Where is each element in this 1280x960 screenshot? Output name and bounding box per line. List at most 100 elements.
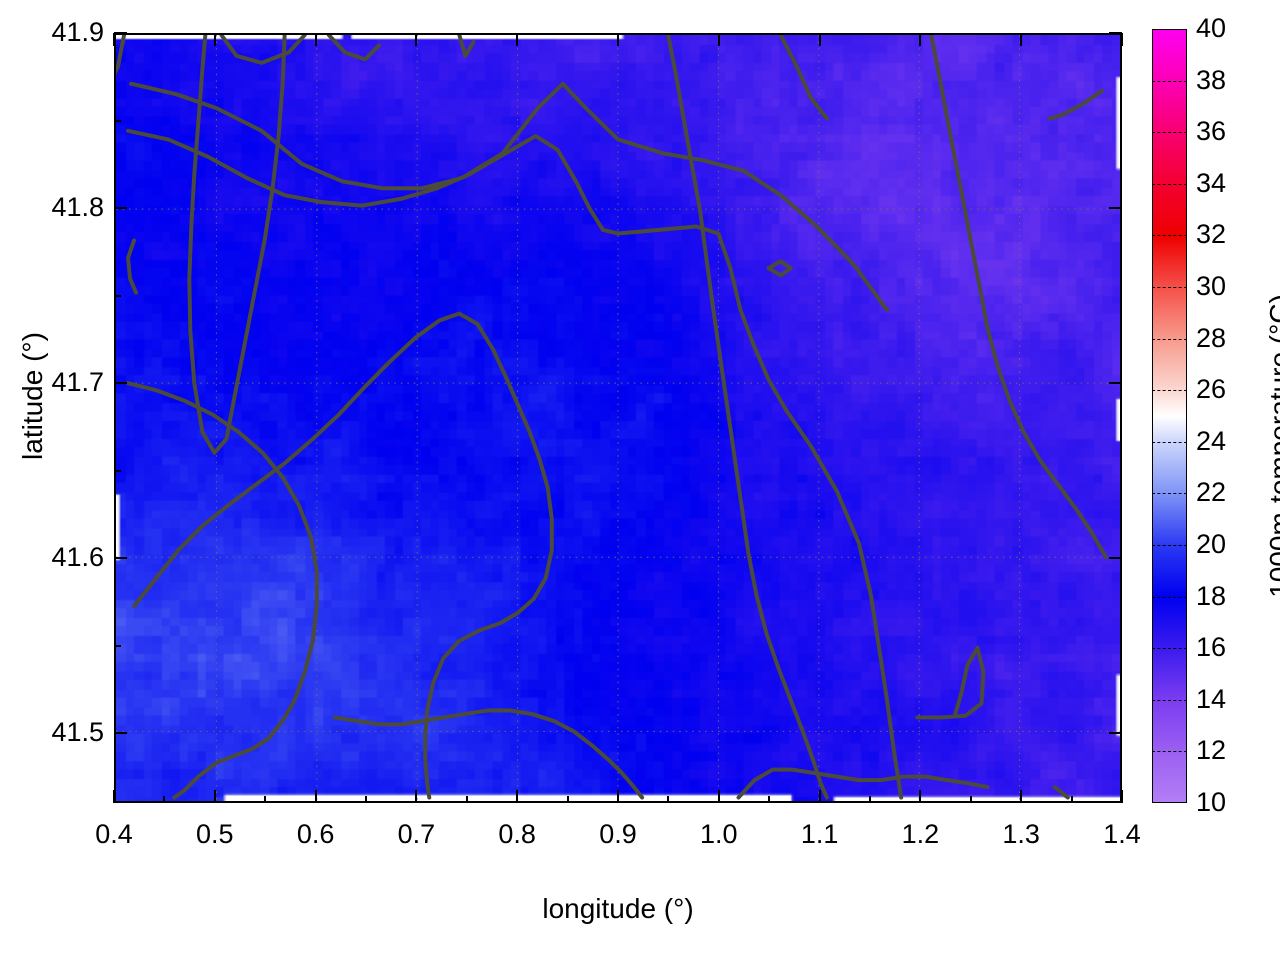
contour-line	[126, 381, 319, 800]
x-tick-label: 0.8	[498, 819, 536, 849]
x-tick-major-top	[717, 33, 720, 46]
colorbar-tick-label: 12	[1196, 735, 1227, 766]
y-tick-major-right	[1109, 732, 1122, 734]
x-tick-minor	[264, 796, 267, 803]
x-tick-major-top	[213, 33, 216, 46]
y-tick-major	[114, 207, 127, 209]
colorbar-tick	[1152, 287, 1187, 288]
x-tick-major	[1020, 790, 1023, 803]
colorbar-tick	[1152, 235, 1187, 237]
y-tick-major-right	[1109, 382, 1122, 384]
x-tick-label: 0.7	[397, 819, 436, 849]
colorbar-tick	[1152, 596, 1187, 598]
colorbar-tick-label: 30	[1196, 271, 1227, 301]
contour-line	[666, 35, 829, 800]
x-tick-minor	[1070, 796, 1073, 803]
y-axis-title: latitude (°)	[17, 332, 48, 460]
contour-line	[915, 645, 986, 720]
x-tick-major-top	[516, 33, 519, 46]
x-tick-major	[717, 790, 720, 803]
y-tick-major	[114, 732, 127, 734]
x-tick-label: 0.4	[95, 819, 133, 849]
y-tick-label: 41.5	[51, 717, 104, 747]
colorbar-tick-label: 28	[1196, 322, 1227, 353]
x-tick-major-top	[1020, 33, 1023, 46]
x-tick-label: 1.1	[800, 819, 839, 849]
x-tick-major	[516, 790, 519, 803]
contour-line	[929, 35, 1108, 560]
colorbar-tick	[1152, 183, 1187, 185]
colorbar-tick-label: 26	[1196, 374, 1227, 405]
contour-line	[116, 35, 127, 75]
contour-line	[126, 238, 139, 295]
y-tick-label: 41.6	[51, 542, 104, 572]
colorbar-tick-label: 36	[1196, 116, 1227, 147]
contour-line	[1052, 785, 1070, 800]
contour-line	[126, 128, 904, 800]
contour-line	[132, 311, 554, 800]
y-tick-label: 41.9	[51, 17, 104, 47]
colorbar-tick	[1152, 699, 1187, 701]
x-tick-minor	[869, 796, 871, 803]
colorbar-tick-label: 10	[1196, 787, 1227, 817]
x-tick-major-top	[818, 33, 821, 46]
x-tick-label: 1.2	[901, 819, 940, 849]
y-tick-minor	[114, 294, 121, 297]
x-tick-major	[415, 790, 418, 803]
x-tick-major-top	[919, 33, 922, 46]
colorbar-tick-label: 24	[1196, 425, 1227, 456]
x-tick-major	[617, 790, 619, 803]
x-tick-minor	[969, 796, 972, 803]
y-tick-minor	[114, 469, 121, 472]
y-tick-minor	[114, 644, 121, 647]
contour-line	[187, 35, 287, 455]
y-tick-major-right	[1109, 207, 1122, 209]
x-tick-minor	[365, 796, 367, 803]
y-tick-label: 41.7	[51, 367, 104, 397]
colorbar-tick-label: 14	[1196, 683, 1227, 714]
x-tick-major	[919, 790, 922, 803]
x-tick-major-top	[617, 33, 619, 46]
x-tick-minor	[163, 796, 166, 803]
x-tick-minor	[566, 796, 569, 803]
colorbar-tick	[1152, 648, 1187, 650]
y-tick-minor	[114, 119, 121, 122]
x-tick-major-top	[415, 33, 418, 46]
contour-line	[332, 708, 645, 800]
x-tick-major	[1121, 790, 1123, 803]
plot-area	[114, 33, 1122, 803]
contour-line	[457, 35, 476, 58]
x-tick-major	[213, 790, 216, 803]
x-tick-label: 1.0	[700, 819, 738, 849]
y-tick-major-right	[1109, 557, 1122, 559]
x-tick-label: 1.4	[1103, 819, 1141, 849]
colorbar-tick-label: 38	[1196, 64, 1227, 95]
x-tick-minor	[465, 796, 468, 803]
y-tick-major	[114, 382, 127, 384]
x-tick-major	[113, 790, 115, 803]
colorbar-tick	[1152, 493, 1187, 495]
x-tick-label: 0.9	[599, 819, 637, 849]
colorbar-tick	[1152, 751, 1187, 753]
x-tick-major-top	[113, 33, 115, 46]
colorbar-title: 1000m-temperature (°C)	[1264, 294, 1280, 598]
colorbar-tick	[1152, 545, 1187, 546]
colorbar-tick-label: 34	[1196, 167, 1227, 198]
y-tick-major	[114, 557, 127, 559]
contour-line	[778, 35, 829, 121]
contour-line	[129, 81, 890, 313]
y-tick-label: 41.8	[51, 192, 104, 222]
contour-line	[326, 35, 382, 62]
contour-line	[736, 767, 990, 800]
x-tick-major	[314, 790, 317, 803]
colorbar-gradient	[1153, 30, 1186, 802]
x-tick-minor	[667, 796, 670, 803]
x-tick-label: 1.3	[1002, 819, 1040, 849]
colorbar-tick	[1152, 338, 1187, 340]
colorbar-tick	[1152, 390, 1187, 392]
colorbar	[1152, 29, 1187, 803]
colorbar-tick-label: 16	[1196, 632, 1227, 663]
x-tick-major-top	[314, 33, 317, 46]
colorbar-tick-label: 22	[1196, 477, 1227, 508]
